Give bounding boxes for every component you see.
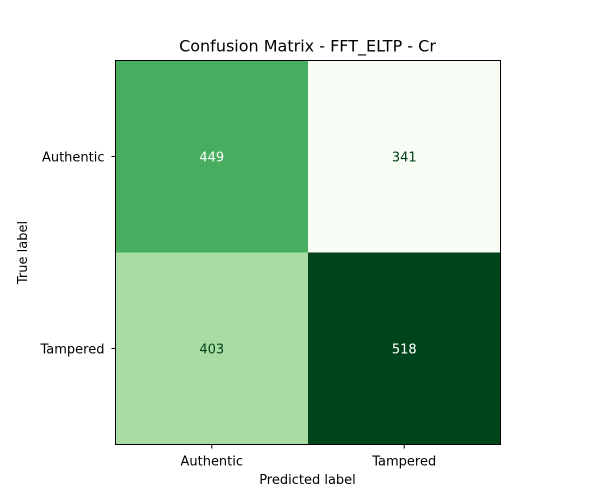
y-tick-label: Authentic — [42, 151, 105, 166]
plot-frame — [115, 60, 501, 445]
cell-value-label: 341 — [392, 151, 417, 166]
matrix-cell — [308, 252, 501, 445]
matrix-cell-labels: 449 341 403 518 — [199, 151, 416, 358]
x-axis-ticks: Authentic Tampered — [180, 444, 436, 470]
chart-title: Confusion Matrix - FFT_ELTP - Cr — [179, 37, 436, 57]
y-tick-label: Tampered — [40, 343, 105, 358]
cell-value-label: 403 — [199, 343, 224, 358]
cell-value-label: 518 — [392, 343, 417, 358]
x-tick-label: Authentic — [180, 455, 243, 470]
y-axis-label: True label — [16, 221, 31, 285]
cell-value-label: 449 — [199, 151, 224, 166]
x-tick-label: Tampered — [371, 455, 436, 470]
matrix-cell — [308, 60, 501, 253]
matrix-cells — [115, 60, 501, 445]
matrix-cell — [115, 60, 309, 253]
matrix-cell — [115, 252, 309, 445]
y-axis-ticks: Authentic Tampered — [40, 151, 116, 358]
x-axis-label: Predicted label — [259, 473, 356, 488]
